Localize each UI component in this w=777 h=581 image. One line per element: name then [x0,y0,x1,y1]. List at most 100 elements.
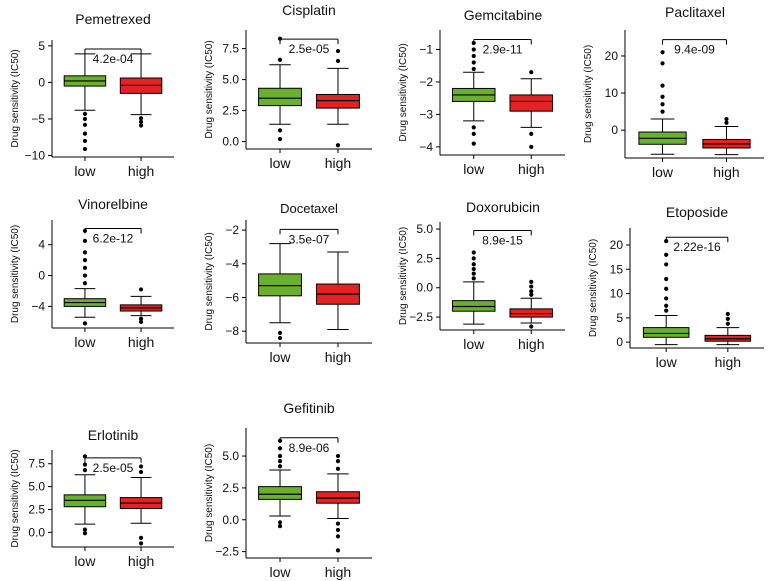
outlier-point [277,335,283,341]
outlier-point [529,289,534,294]
outlier-point [471,131,476,136]
y-tick-label: −6 [225,291,239,305]
iqr-box [509,94,553,112]
outlier-point [277,464,283,469]
outlier-point [335,58,341,64]
y-tick-label: 0.0 [222,135,239,149]
outlier-point [138,316,144,321]
chart-title: Gemcitabine [464,7,543,23]
box-high [316,453,360,553]
outlier-point [664,308,669,313]
y-tick-label: −10 [25,149,46,163]
outlier-point [82,468,88,473]
iqr-box [316,93,360,109]
chart-title: Cisplatin [282,2,336,18]
outlier-point [82,111,88,116]
x-tick-label: low [74,334,96,350]
outlier-point [82,281,88,286]
outlier-point [725,311,730,317]
box-high [704,311,752,346]
y-tick-label: −4 [31,299,45,313]
y-tick-label: 5.0 [416,222,433,236]
y-tick-label: −2 [225,223,239,237]
x-tick-label: high [713,164,739,180]
chart-title: Vinorelbine [78,196,148,212]
outlier-point [82,273,88,278]
outlier-point [138,541,144,546]
y-tick-label: −8 [225,324,239,338]
outlier-point [529,70,534,75]
iqr-box [642,327,690,338]
outlier-point [471,53,476,59]
outlier-point [725,321,730,326]
y-tick-label: 2.5 [28,502,45,516]
outlier-point [335,48,341,54]
outlier-point [471,125,476,130]
outlier-point [664,262,669,267]
box-high [702,116,751,156]
x-tick-label: high [518,336,544,352]
y-tick-label: 10 [610,287,624,301]
outlier-point [335,527,341,533]
p-value-label: 2.5e-05 [93,461,134,475]
outlier-point [471,141,476,146]
y-tick-label: 5 [38,39,45,53]
x-tick-label: low [270,564,292,580]
x-tick-label: high [325,155,351,171]
outlier-point [725,316,730,321]
chart-panel-paclitaxel: Paclitaxel 20 10 0 Drug sensitivity (IC50) lo… [583,4,764,180]
p-value-label: 8.9e-06 [289,441,330,455]
outlier-point [664,286,669,291]
y-tick-label: 5 [616,311,623,325]
chart-title: Erlotinib [88,427,139,443]
chart-title: Pemetrexed [75,11,150,27]
y-tick-label: 2.5 [416,251,433,265]
x-tick-label: low [463,161,485,177]
p-value-label: 2.22e-16 [673,240,721,254]
iqr-box [316,491,360,504]
outlier-point [660,61,665,66]
chart-title: Etoposide [666,204,728,220]
outlier-point [529,131,534,136]
outlier-point [277,459,283,464]
box-low [642,239,690,346]
y-axis-label: Drug sensitivity (IC50) [204,444,215,542]
box-high [509,70,553,149]
p-value-label: 6.2e-12 [93,231,134,245]
p-value-label: 9.4e-09 [674,43,715,57]
box-low [63,53,107,152]
box-low [63,228,107,326]
outlier-point [138,469,144,475]
outlier-point [471,256,476,261]
chart-panel-vinorelbine: Vinorelbine 4 0 −4 Drug sensitivity (IC50) lo… [10,196,174,350]
outlier-point [138,116,144,121]
box-low [638,50,687,155]
chart-panel-docetaxel: Docetaxel −2 −4 −6 −8 Drug sensitivity (IC50)… [204,201,372,365]
box-low [63,454,107,536]
box-high [119,287,163,324]
y-tick-label: 2.5 [222,481,239,495]
y-tick-label: 0 [38,75,45,89]
outlier-point [138,119,144,124]
y-tick-label: 15 [610,262,624,276]
outlier-point [335,548,341,553]
iqr-box [258,87,302,107]
outlier-point [277,524,283,529]
outlier-point [82,531,88,536]
outlier-point [335,521,341,526]
y-tick-label: 5.0 [222,73,239,87]
outlier-point [660,109,665,114]
outlier-point [471,271,476,276]
box-low [258,36,302,142]
outlier-point [277,520,283,525]
box-low [452,40,496,146]
y-tick-label: 7.5 [28,457,45,471]
y-tick-label: 5.0 [222,449,239,463]
outlier-point [529,144,534,149]
chart-panel-cisplatin: Cisplatin 7.5 5.0 2.5 0.0 Drug sensitivity (I… [204,2,372,171]
x-tick-label: high [128,553,154,569]
outlier-point [82,462,88,467]
x-tick-label: low [463,336,485,352]
outlier-point [82,527,88,532]
